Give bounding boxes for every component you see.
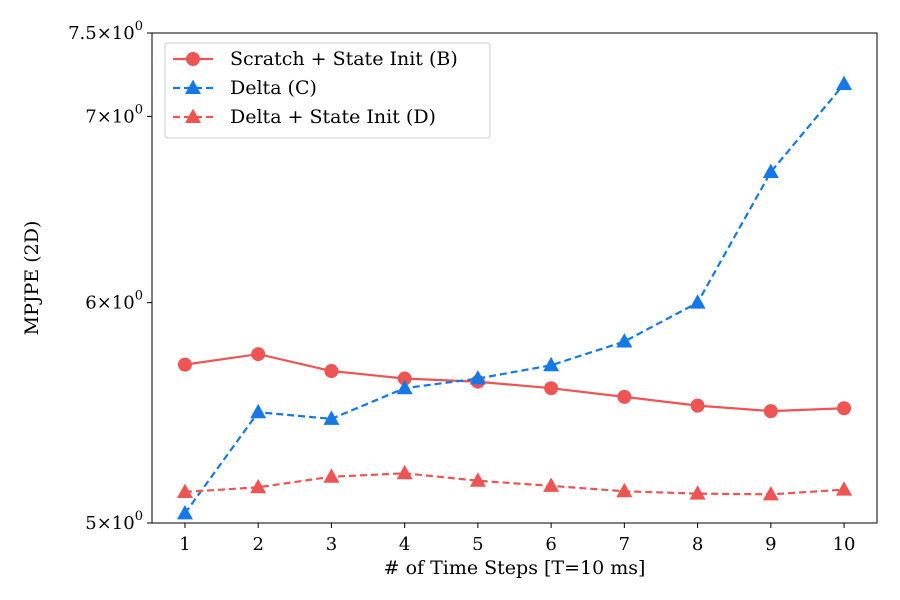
y-axis-ticks: 5×100 6×100 7×100 7.5×100 bbox=[68, 19, 152, 534]
series-line bbox=[184, 352, 845, 413]
x-tick-label: 2 bbox=[252, 534, 263, 555]
legend-marker bbox=[185, 79, 201, 94]
data-point bbox=[690, 398, 705, 413]
data-point bbox=[324, 364, 339, 379]
legend-marker bbox=[185, 108, 201, 123]
legend: Scratch + State Init (B) Delta (C) Delta +… bbox=[164, 42, 491, 139]
data-point bbox=[762, 163, 779, 179]
data-point bbox=[323, 468, 340, 483]
legend-item: Delta + State Init (D) bbox=[173, 106, 436, 128]
data-point bbox=[616, 482, 633, 498]
data-point bbox=[543, 356, 560, 372]
data-point bbox=[397, 371, 412, 386]
legend-item: Delta (C) bbox=[173, 77, 317, 99]
data-point bbox=[250, 403, 267, 419]
data-point bbox=[176, 504, 193, 520]
y-tick-label: 7.5×100 bbox=[68, 19, 143, 44]
data-point bbox=[836, 481, 853, 496]
plot-frame bbox=[151, 32, 878, 524]
data-point bbox=[763, 404, 778, 419]
x-tick-label: 6 bbox=[545, 534, 556, 555]
data-point bbox=[250, 478, 267, 494]
data-point bbox=[762, 485, 779, 501]
data-point bbox=[689, 485, 706, 500]
y-tick-label: 5×100 bbox=[85, 509, 143, 534]
series-1 bbox=[177, 347, 852, 419]
x-tick-label: 5 bbox=[472, 534, 483, 555]
legend-label: Scratch + State Init (B) bbox=[230, 48, 458, 70]
data-point bbox=[543, 477, 560, 492]
data-point bbox=[469, 370, 486, 385]
x-tick-label: 7 bbox=[619, 534, 630, 555]
x-tick-label: 8 bbox=[692, 534, 703, 555]
data-point bbox=[544, 381, 559, 396]
data-point bbox=[837, 401, 852, 416]
legend-item: Scratch + State Init (B) bbox=[173, 48, 458, 70]
data-point bbox=[396, 379, 413, 395]
series-line bbox=[184, 83, 845, 515]
data-point bbox=[689, 294, 706, 309]
x-tick-label: 10 bbox=[833, 534, 856, 555]
series-3 bbox=[176, 464, 853, 501]
data-point bbox=[616, 333, 633, 348]
plot-content bbox=[176, 75, 853, 520]
y-axis-label: MPJPE (2D) bbox=[21, 221, 43, 336]
data-point bbox=[469, 472, 486, 487]
legend-marker bbox=[186, 52, 200, 66]
legend-label: Delta + State Init (D) bbox=[230, 106, 436, 128]
x-tick-label: 9 bbox=[765, 534, 776, 555]
y-tick-label: 6×100 bbox=[85, 289, 143, 314]
x-axis-label: # of Time Steps [T=10 ms] bbox=[384, 557, 646, 579]
data-point bbox=[177, 357, 192, 372]
data-point bbox=[617, 389, 632, 404]
y-tick-label: 7×100 bbox=[85, 102, 143, 127]
data-point bbox=[836, 75, 853, 91]
data-point bbox=[396, 464, 413, 480]
legend-label: Delta (C) bbox=[230, 77, 317, 99]
series-line bbox=[184, 472, 845, 496]
x-tick-label: 3 bbox=[326, 534, 337, 555]
legend-box bbox=[164, 42, 491, 139]
x-tick-label: 1 bbox=[179, 534, 190, 555]
data-point bbox=[251, 347, 266, 362]
series-2 bbox=[176, 75, 853, 520]
x-tick-label: 4 bbox=[399, 534, 410, 555]
x-axis-ticks: 1 2 3 4 5 6 7 8 9 10 bbox=[179, 523, 855, 555]
data-point bbox=[323, 410, 340, 425]
data-point bbox=[176, 483, 193, 498]
